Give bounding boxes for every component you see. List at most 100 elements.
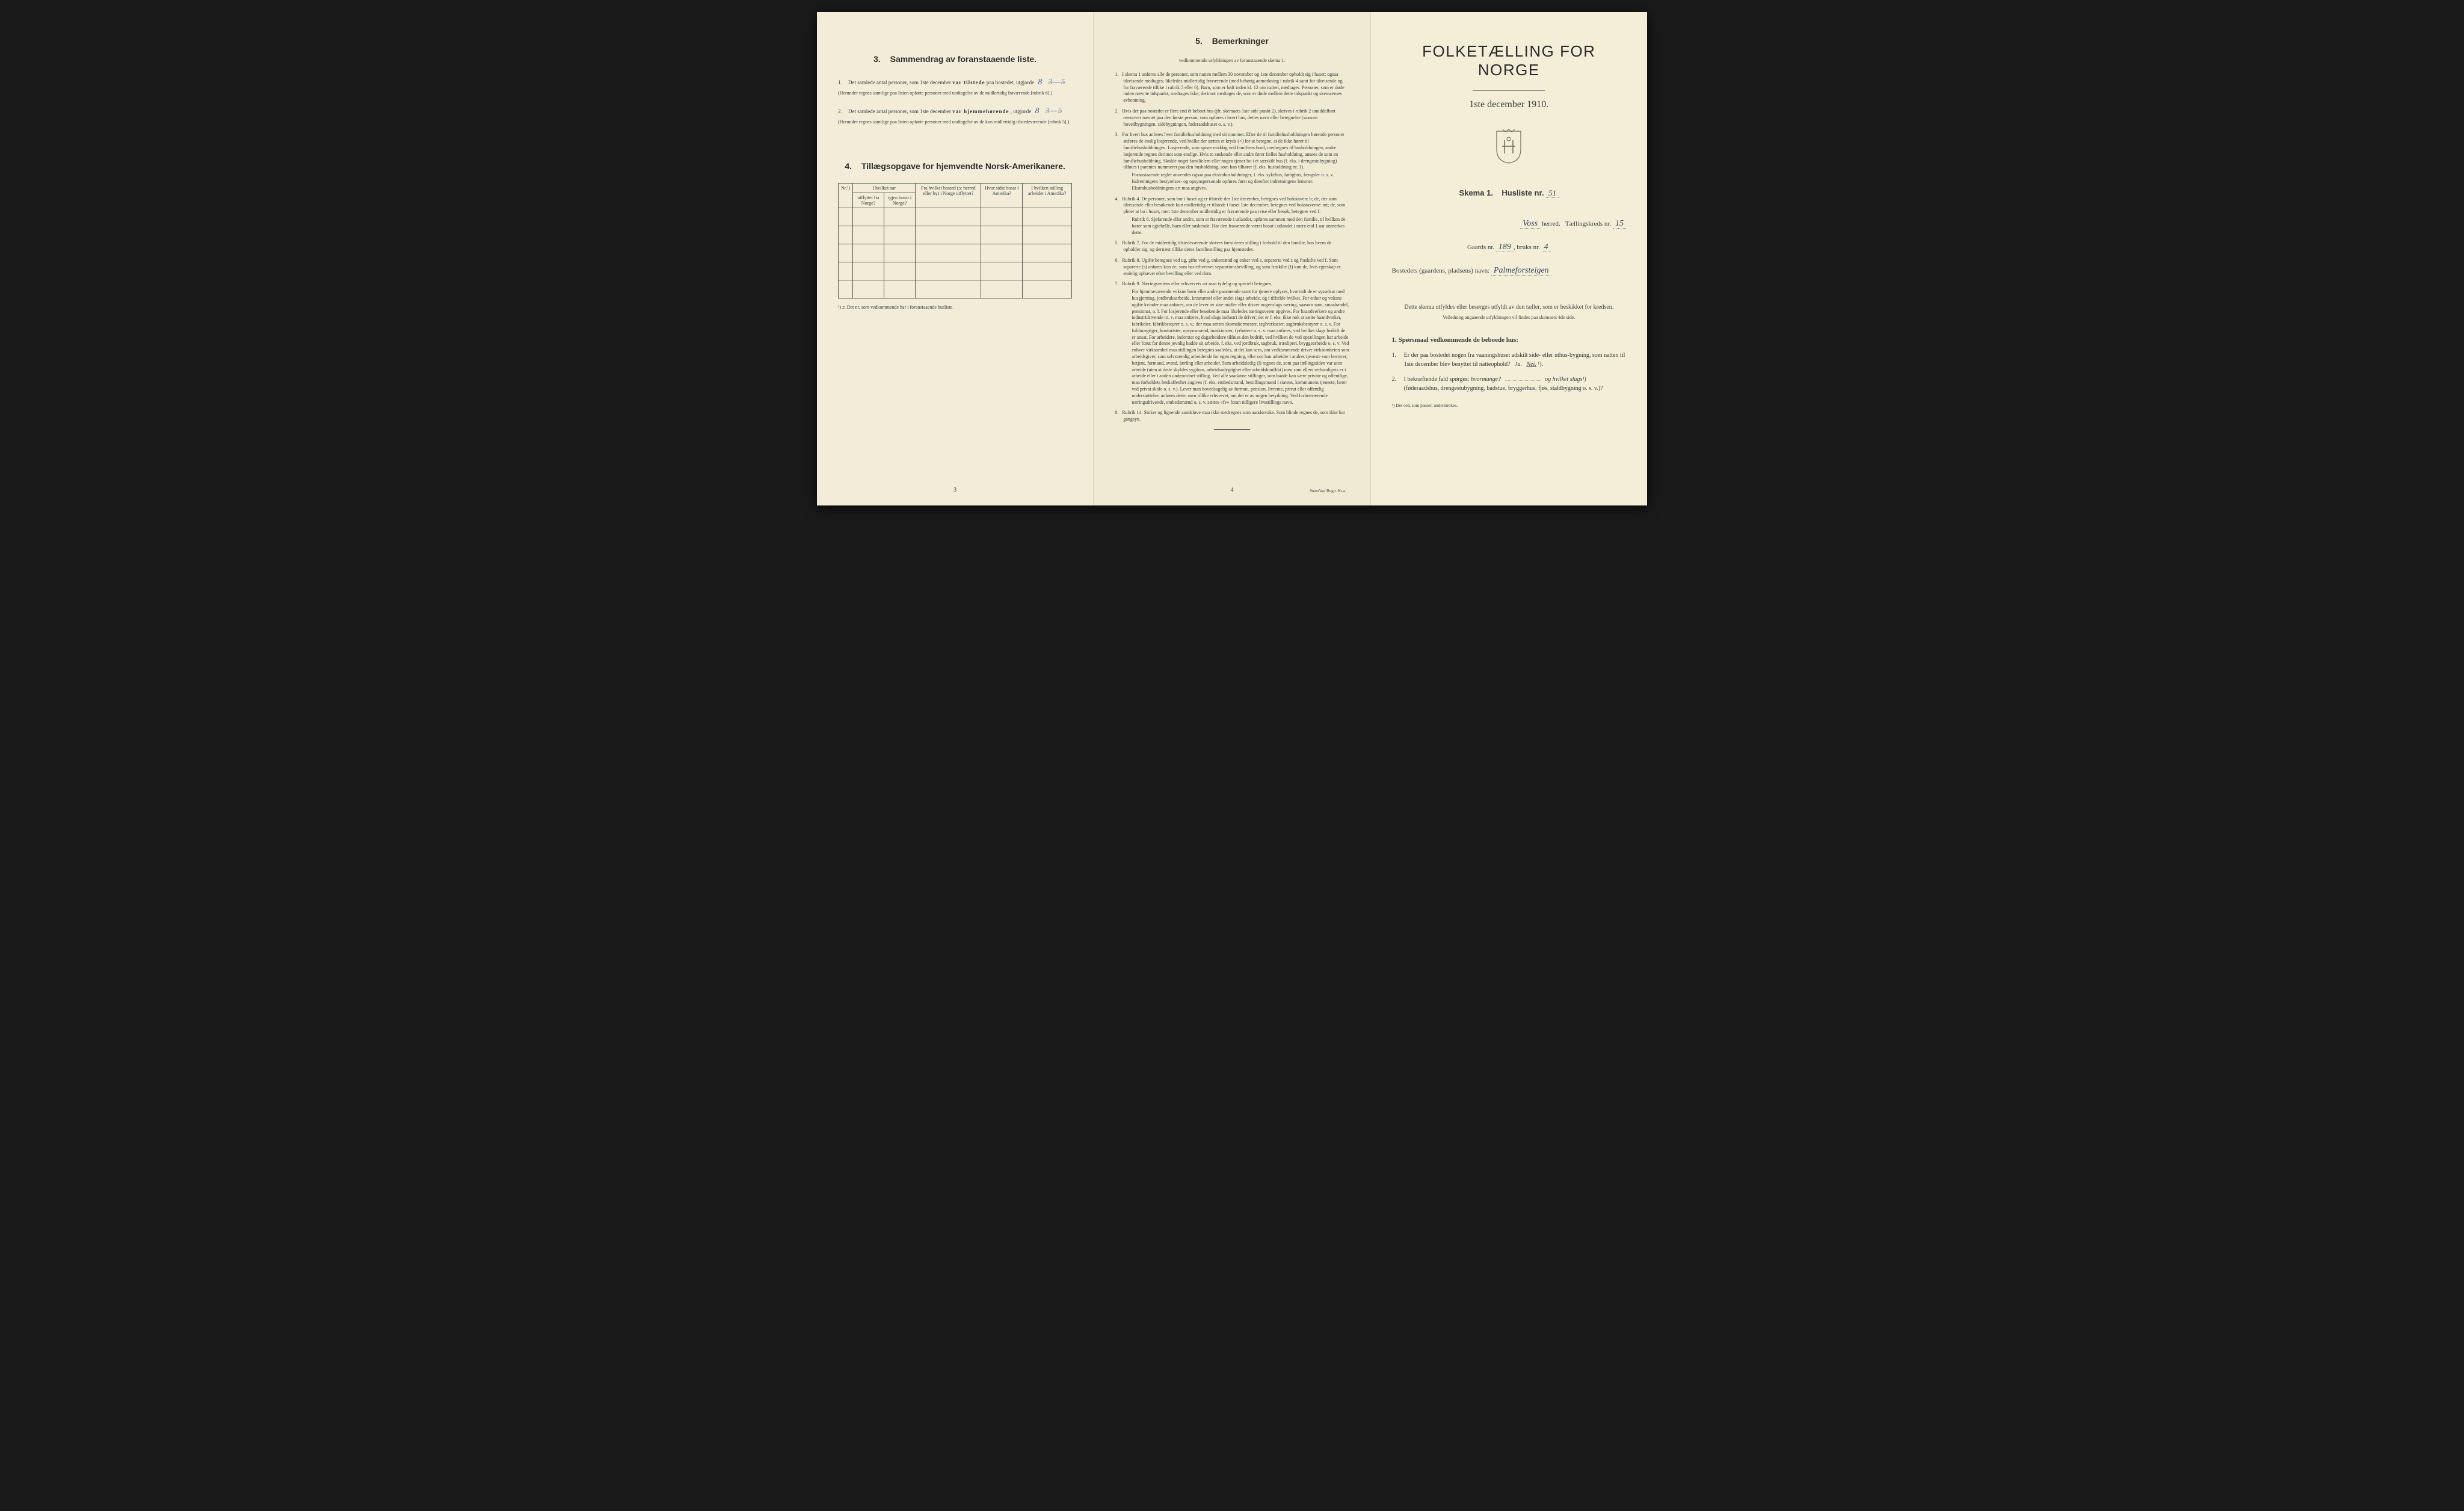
herred-label: herred. [1542, 220, 1560, 227]
rule-item: 6.Rubrik 8. Ugifte betegnes ved ug, gift… [1115, 258, 1349, 277]
main-title: FOLKETÆLLING FOR NORGE [1392, 42, 1626, 79]
handwritten-value: 8 [1032, 107, 1041, 116]
rule-subtext: For hjemmeværende voksne børn eller andr… [1123, 289, 1349, 406]
item-emphasis: var hjemmehørende [952, 108, 1009, 114]
rule-item: 7. Rubrik 9. Næringsveiens eller erhverve… [1115, 281, 1349, 406]
rule-num: 5. [1115, 240, 1118, 246]
section-4-num: 4. [845, 161, 852, 171]
answer-sup: ¹). [1538, 361, 1543, 368]
section-5-title: 5. Bemerkninger [1115, 36, 1349, 46]
item-emphasis: var tilstede [952, 79, 985, 85]
page-middle: 5. Bemerkninger vedkommende utfyldningen… [1094, 12, 1370, 505]
page-number: 3 [953, 487, 956, 493]
questions-heading: 1. Spørsmaal vedkommende de beboede hus: [1392, 336, 1626, 344]
instruction-text: Dette skema utfyldes eller besørges utfy… [1392, 303, 1626, 312]
table-header: utflyttet fra Norge? [853, 193, 884, 208]
table-body [839, 208, 1072, 298]
page-left: 3. Sammendrag av foranstaaende liste. 1.… [817, 12, 1094, 505]
summary-item: 1. Det samlede antal personer, som 1ste … [838, 76, 1072, 96]
kreds-label: Tællingskreds nr. [1565, 220, 1611, 227]
rules-list: 1.I skema 1 anføres alle de personer, so… [1115, 72, 1349, 423]
handwritten-struck: 3 – 5 [1046, 78, 1068, 87]
item-text-after: , utgjorde [1011, 108, 1033, 114]
rule-num: 4. [1115, 196, 1118, 202]
date-line: 1ste december 1910. [1392, 99, 1626, 110]
table-row [839, 208, 1072, 226]
item-num: 1. [838, 79, 842, 85]
q-num: 2. [1392, 376, 1397, 383]
skema-line: Skema 1. Husliste nr. 51 [1392, 188, 1626, 198]
answer-nei: Nei. [1527, 361, 1536, 368]
fill-line [1505, 380, 1541, 381]
section-5-title-text: Bemerkninger [1212, 36, 1269, 46]
gaard-label: Gaards nr. [1467, 244, 1494, 251]
section-3-title-text: Sammendrag av foranstaaende liste. [890, 54, 1037, 64]
handwritten-struck: 3 – 5 [1043, 107, 1065, 116]
question-item: 2. I bekræftende fald spørges: hvormange… [1392, 375, 1626, 393]
rule-subtext: Foranstaaende regler anvendes ogsaa paa … [1123, 172, 1349, 191]
table-row [839, 262, 1072, 280]
rule-num: 8. [1115, 410, 1118, 415]
item-note: (Herunder regnes samtlige paa listen opf… [849, 90, 1072, 96]
bosted-line: Bostedets (gaardens, pladsens) navn: Pal… [1392, 263, 1626, 278]
table-header: Fra hvilket bosted (ɔ: herred eller by) … [916, 184, 981, 208]
rule-text: Rubrik 7. For de midlertidig tilstedevær… [1122, 240, 1331, 252]
q-paren: (føderaadshus, drengestubygning, badstue… [1404, 385, 1603, 392]
rule-item: 8. Rubrik 14. Sinker og lignende aandsløv… [1115, 410, 1349, 423]
rule-item: 1.I skema 1 anføres alle de personer, so… [1115, 72, 1349, 104]
rule-text: For hvert hus anføres hver familiehushol… [1122, 132, 1344, 170]
table-footnote: ¹) ɔ: Det nr. som vedkommende har i fora… [838, 304, 1072, 310]
husliste-value: 51 [1546, 188, 1559, 198]
item-text: Det samlede antal personer, som 1ste dec… [848, 108, 952, 114]
q-sub2: og hvilket slags¹) [1545, 376, 1586, 383]
gaard-line: Gaards nr. 189, bruks nr. 4 [1392, 239, 1626, 255]
table-header-group: I hvilket aar [853, 184, 916, 193]
table-header: Hvor sidst bosat i Amerika? [981, 184, 1022, 208]
item-text: Det samlede antal personer, som 1ste dec… [848, 79, 952, 85]
table-row [839, 226, 1072, 244]
imprint: Steen'ske Bogtr. Kr.a. [1310, 489, 1346, 493]
item-num: 2. [838, 108, 842, 114]
question-item: 1. Er der paa bostedet nogen fra vaaning… [1392, 351, 1626, 369]
q-num: 1. [1392, 352, 1397, 359]
rule-item: 4. Rubrik 4. De personer, som bor i huset… [1115, 196, 1349, 236]
q-text: I bekræftende fald spørges: [1404, 376, 1471, 383]
kreds-value: 15 [1613, 219, 1626, 229]
rule-item: 3. For hvert hus anføres hver familiehush… [1115, 132, 1349, 191]
rule-num: 7. [1115, 281, 1118, 286]
bruk-label: bruks nr. [1517, 244, 1540, 251]
divider [1214, 429, 1250, 430]
rule-text: Rubrik 8. Ugifte betegnes ved ug, gifte … [1122, 258, 1340, 276]
rule-text: Rubrik 14. Sinker og lignende aandsløve … [1122, 410, 1345, 422]
husliste-label: Husliste nr. [1502, 188, 1544, 197]
instruction-block: Dette skema utfyldes eller besørges utfy… [1392, 303, 1626, 321]
item-text-after: paa bostedet, utgjorde [987, 79, 1035, 85]
table-header: I hvilken stilling arbeidet i Amerika? [1022, 184, 1071, 208]
handwritten-value: 8 [1035, 78, 1044, 87]
rule-text: Rubrik 4. De personer, som bor i huset o… [1122, 196, 1345, 215]
instruction-sub: Veiledning angaaende utfyldningen vil fi… [1392, 314, 1626, 321]
rule-num: 3. [1115, 132, 1118, 137]
herred-value: Voss [1520, 219, 1540, 229]
summary-item: 2. Det samlede antal personer, som 1ste … [838, 105, 1072, 125]
section-3-title: 3. Sammendrag av foranstaaende liste. [838, 54, 1072, 64]
table-header: Nr.¹) [839, 184, 853, 208]
item-note: (Herunder regnes samtlige paa listen opf… [849, 119, 1072, 125]
bosted-value: Palmeforsteigen [1491, 266, 1551, 276]
rule-text: Rubrik 9. Næringsveiens eller erhvervets… [1122, 281, 1272, 286]
rule-text: I skema 1 anføres alle de personer, som … [1122, 72, 1344, 103]
section-3-num: 3. [873, 54, 881, 64]
table-header: igjen bosat i Norge? [884, 193, 915, 208]
bruk-value: 4 [1542, 243, 1551, 252]
table-row [839, 280, 1072, 298]
table-row [839, 244, 1072, 262]
section-5-subtitle: vedkommende utfyldningen av foranstaaend… [1115, 58, 1349, 63]
rule-num: 2. [1115, 108, 1118, 114]
divider [1473, 90, 1545, 91]
herred-line: Voss herred. Tællingskreds nr. 15 [1392, 216, 1626, 231]
right-footnote: ¹) Det ord, som passer, understrekes. [1392, 403, 1626, 408]
rule-item: 5. Rubrik 7. For de midlertidig tilstedev… [1115, 240, 1349, 253]
document-spread: 3. Sammendrag av foranstaaende liste. 1.… [817, 12, 1647, 505]
rule-item: 2.Hvis der paa bostedet er flere end ét … [1115, 108, 1349, 128]
section-4-title-text: Tillægsopgave for hjemvendte Norsk-Ameri… [861, 161, 1065, 171]
